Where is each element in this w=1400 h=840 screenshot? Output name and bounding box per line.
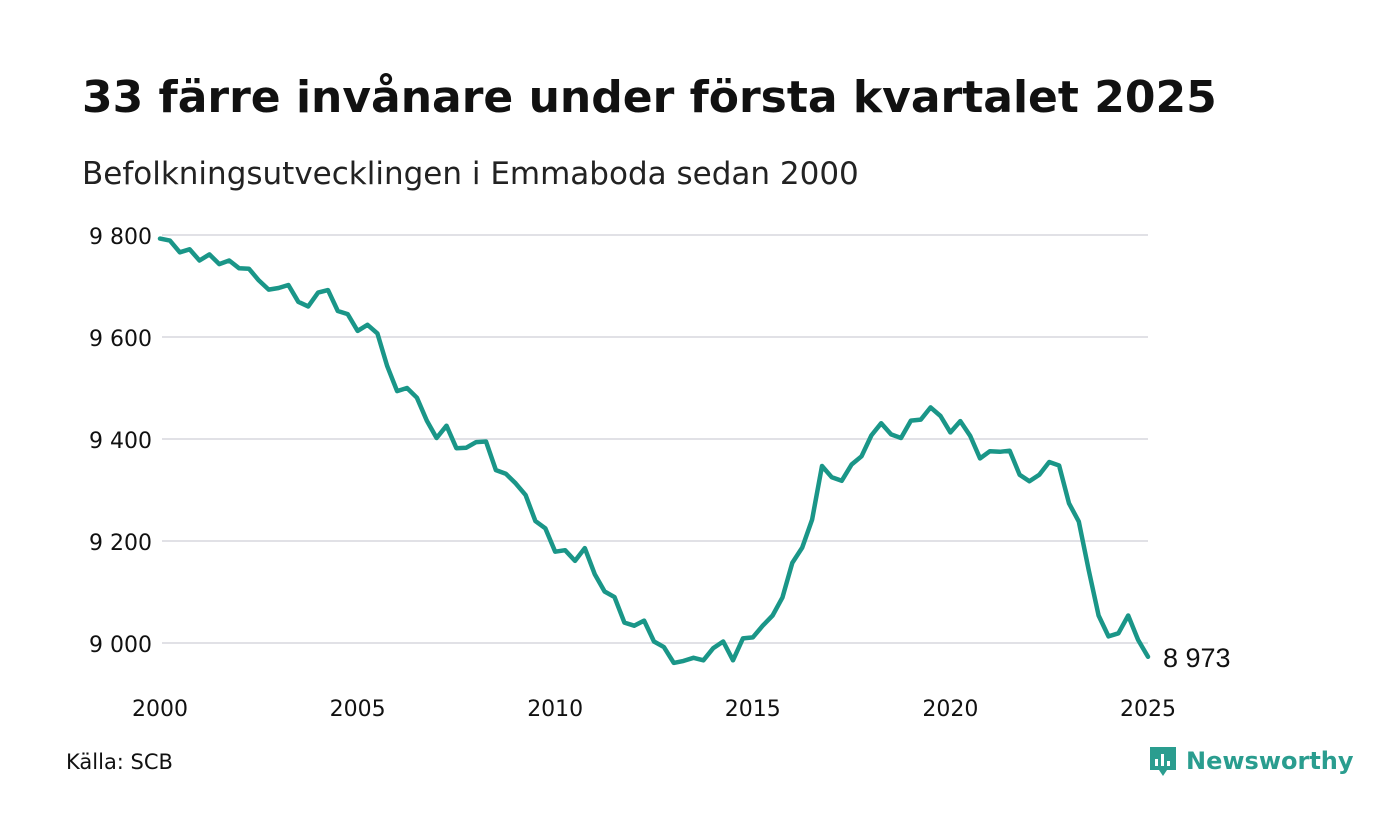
x-tick-label: 2020 [922, 697, 978, 722]
y-tick-label: 9 200 [89, 531, 152, 556]
x-tick-label: 2010 [527, 697, 583, 722]
end-value-label: 8 973 [1163, 643, 1231, 673]
chart-subtitle: Befolkningsutvecklingen i Emmaboda sedan… [82, 156, 859, 192]
x-axis: 2000 2005 2010 2015 2020 2025 [132, 697, 1176, 722]
x-tick-label: 2025 [1120, 697, 1176, 722]
series-group [157, 236, 1151, 666]
x-tick-label: 2015 [725, 697, 781, 722]
y-tick-label: 9 800 [89, 225, 152, 250]
chart-title: 33 färre invånare under första kvartalet… [82, 72, 1217, 123]
y-tick-label: 9 000 [89, 633, 152, 658]
source-note: Källa: SCB [66, 750, 173, 774]
brand-name: Newsworthy [1186, 747, 1354, 775]
population-line [157, 236, 1151, 666]
x-tick-label: 2005 [330, 697, 386, 722]
newsworthy-brand[interactable]: Newsworthy [1148, 744, 1354, 778]
newsworthy-logo-icon [1150, 747, 1176, 776]
gridlines [162, 234, 1148, 644]
y-tick-label: 9 600 [89, 327, 152, 352]
x-tick-label: 2000 [132, 697, 188, 722]
y-axis: 9 000 9 200 9 400 9 600 9 800 [89, 225, 152, 658]
y-tick-label: 9 400 [89, 429, 152, 454]
